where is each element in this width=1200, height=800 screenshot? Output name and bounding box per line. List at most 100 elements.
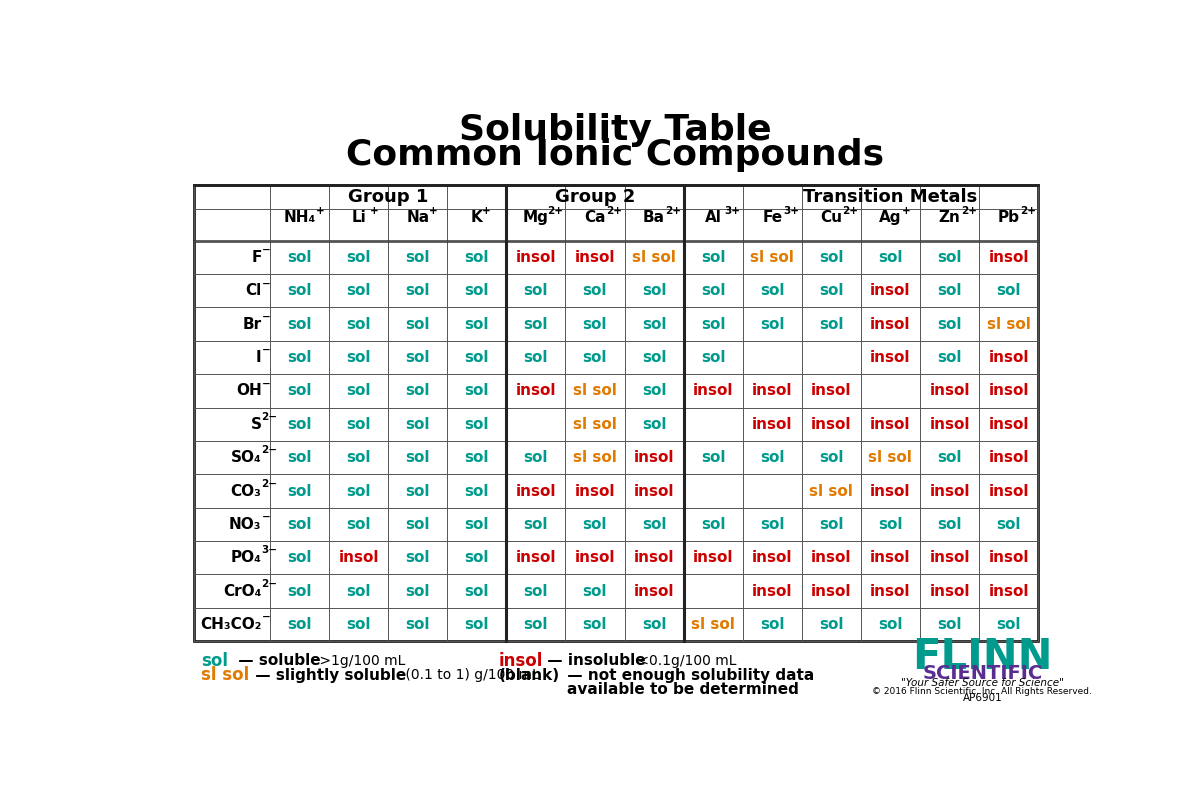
- Text: sol: sol: [347, 617, 371, 632]
- Text: 2+: 2+: [961, 206, 977, 215]
- Text: sol: sol: [701, 517, 726, 532]
- Text: sol: sol: [406, 250, 430, 265]
- Text: sol: sol: [287, 250, 312, 265]
- Text: sl sol: sl sol: [202, 666, 250, 684]
- Text: sol: sol: [347, 450, 371, 465]
- Text: sol: sol: [878, 617, 902, 632]
- Text: insol: insol: [929, 483, 970, 498]
- Text: CrO₄: CrO₄: [223, 584, 262, 598]
- Text: — slightly soluble: — slightly soluble: [250, 667, 406, 682]
- Text: insol: insol: [752, 584, 792, 598]
- Text: sol: sol: [406, 283, 430, 298]
- Text: insol: insol: [811, 417, 852, 432]
- Text: sol: sol: [287, 617, 312, 632]
- Text: sol: sol: [406, 450, 430, 465]
- Text: insol: insol: [870, 483, 911, 498]
- Text: sol: sol: [523, 617, 548, 632]
- Text: sol: sol: [406, 417, 430, 432]
- Text: insol: insol: [516, 383, 556, 398]
- Text: sol: sol: [760, 317, 785, 332]
- Text: sol: sol: [820, 617, 844, 632]
- Text: +: +: [317, 206, 325, 215]
- Text: sol: sol: [996, 617, 1021, 632]
- Text: insol: insol: [989, 383, 1028, 398]
- Text: sol: sol: [347, 383, 371, 398]
- Text: +: +: [482, 206, 491, 215]
- Text: >1g/100 mL: >1g/100 mL: [314, 654, 404, 668]
- Text: sl sol: sl sol: [869, 450, 912, 465]
- Text: insol: insol: [516, 483, 556, 498]
- Text: — insoluble: — insoluble: [541, 654, 646, 668]
- Text: Ag: Ag: [880, 210, 901, 225]
- Text: −: −: [262, 345, 270, 355]
- Text: OH: OH: [236, 383, 262, 398]
- Text: sol: sol: [820, 250, 844, 265]
- Text: sol: sol: [583, 584, 607, 598]
- Text: insol: insol: [870, 584, 911, 598]
- Text: sol: sol: [464, 584, 490, 598]
- Text: insol: insol: [929, 550, 970, 566]
- Text: sol: sol: [406, 383, 430, 398]
- Text: 2−: 2−: [262, 446, 277, 455]
- Text: sol: sol: [760, 617, 785, 632]
- Text: sol: sol: [820, 517, 844, 532]
- Text: Group 1: Group 1: [348, 188, 428, 206]
- Text: insol: insol: [752, 383, 792, 398]
- Text: sol: sol: [642, 417, 666, 432]
- Text: 2+: 2+: [1020, 206, 1036, 215]
- Text: insol: insol: [516, 250, 556, 265]
- Text: NO₃: NO₃: [229, 517, 262, 532]
- Text: insol: insol: [989, 350, 1028, 365]
- Text: I: I: [256, 350, 262, 365]
- Text: insol: insol: [692, 383, 733, 398]
- Text: sol: sol: [820, 450, 844, 465]
- Text: insol: insol: [870, 350, 911, 365]
- Text: sol: sol: [464, 417, 490, 432]
- Text: F: F: [251, 250, 262, 265]
- Text: sol: sol: [464, 283, 490, 298]
- Text: insol: insol: [634, 550, 674, 566]
- Text: +: +: [370, 206, 378, 215]
- Text: sol: sol: [347, 517, 371, 532]
- Text: insol: insol: [811, 584, 852, 598]
- Text: sl sol: sl sol: [574, 450, 617, 465]
- Text: insol: insol: [929, 417, 970, 432]
- Text: −: −: [262, 512, 270, 522]
- Text: insol: insol: [634, 584, 674, 598]
- Text: — soluble: — soluble: [233, 654, 320, 668]
- Text: sol: sol: [583, 283, 607, 298]
- Text: sl sol: sl sol: [691, 617, 736, 632]
- Text: sol: sol: [642, 517, 666, 532]
- Text: sol: sol: [287, 417, 312, 432]
- Text: "Your Safer Source for Science": "Your Safer Source for Science": [901, 678, 1063, 688]
- Text: sol: sol: [878, 250, 902, 265]
- Text: PO₄: PO₄: [230, 550, 262, 566]
- Text: Cl: Cl: [245, 283, 262, 298]
- Text: sol: sol: [642, 317, 666, 332]
- Text: sol: sol: [347, 317, 371, 332]
- Text: K: K: [470, 210, 482, 225]
- Text: insol: insol: [692, 550, 733, 566]
- Text: sol: sol: [347, 250, 371, 265]
- Text: sol: sol: [406, 350, 430, 365]
- Text: insol: insol: [989, 483, 1028, 498]
- Text: −: −: [262, 312, 270, 322]
- Text: Na: Na: [406, 210, 430, 225]
- Text: sl sol: sl sol: [574, 417, 617, 432]
- Text: insol: insol: [929, 584, 970, 598]
- Text: 3+: 3+: [784, 206, 799, 215]
- Text: © 2016 Flinn Scientific, Inc. All Rights Reserved.: © 2016 Flinn Scientific, Inc. All Rights…: [872, 686, 1092, 695]
- Text: sol: sol: [523, 517, 548, 532]
- Text: −: −: [262, 378, 270, 389]
- Text: 2−: 2−: [262, 412, 277, 422]
- Text: +: +: [901, 206, 911, 215]
- Text: Solubility Table: Solubility Table: [458, 113, 772, 147]
- Text: insol: insol: [338, 550, 379, 566]
- Text: Al: Al: [704, 210, 721, 225]
- Text: sl sol: sl sol: [632, 250, 676, 265]
- Text: insol: insol: [499, 652, 544, 670]
- Text: sol: sol: [583, 317, 607, 332]
- Text: −: −: [262, 278, 270, 289]
- Text: sl sol: sl sol: [750, 250, 794, 265]
- Text: sol: sol: [464, 383, 490, 398]
